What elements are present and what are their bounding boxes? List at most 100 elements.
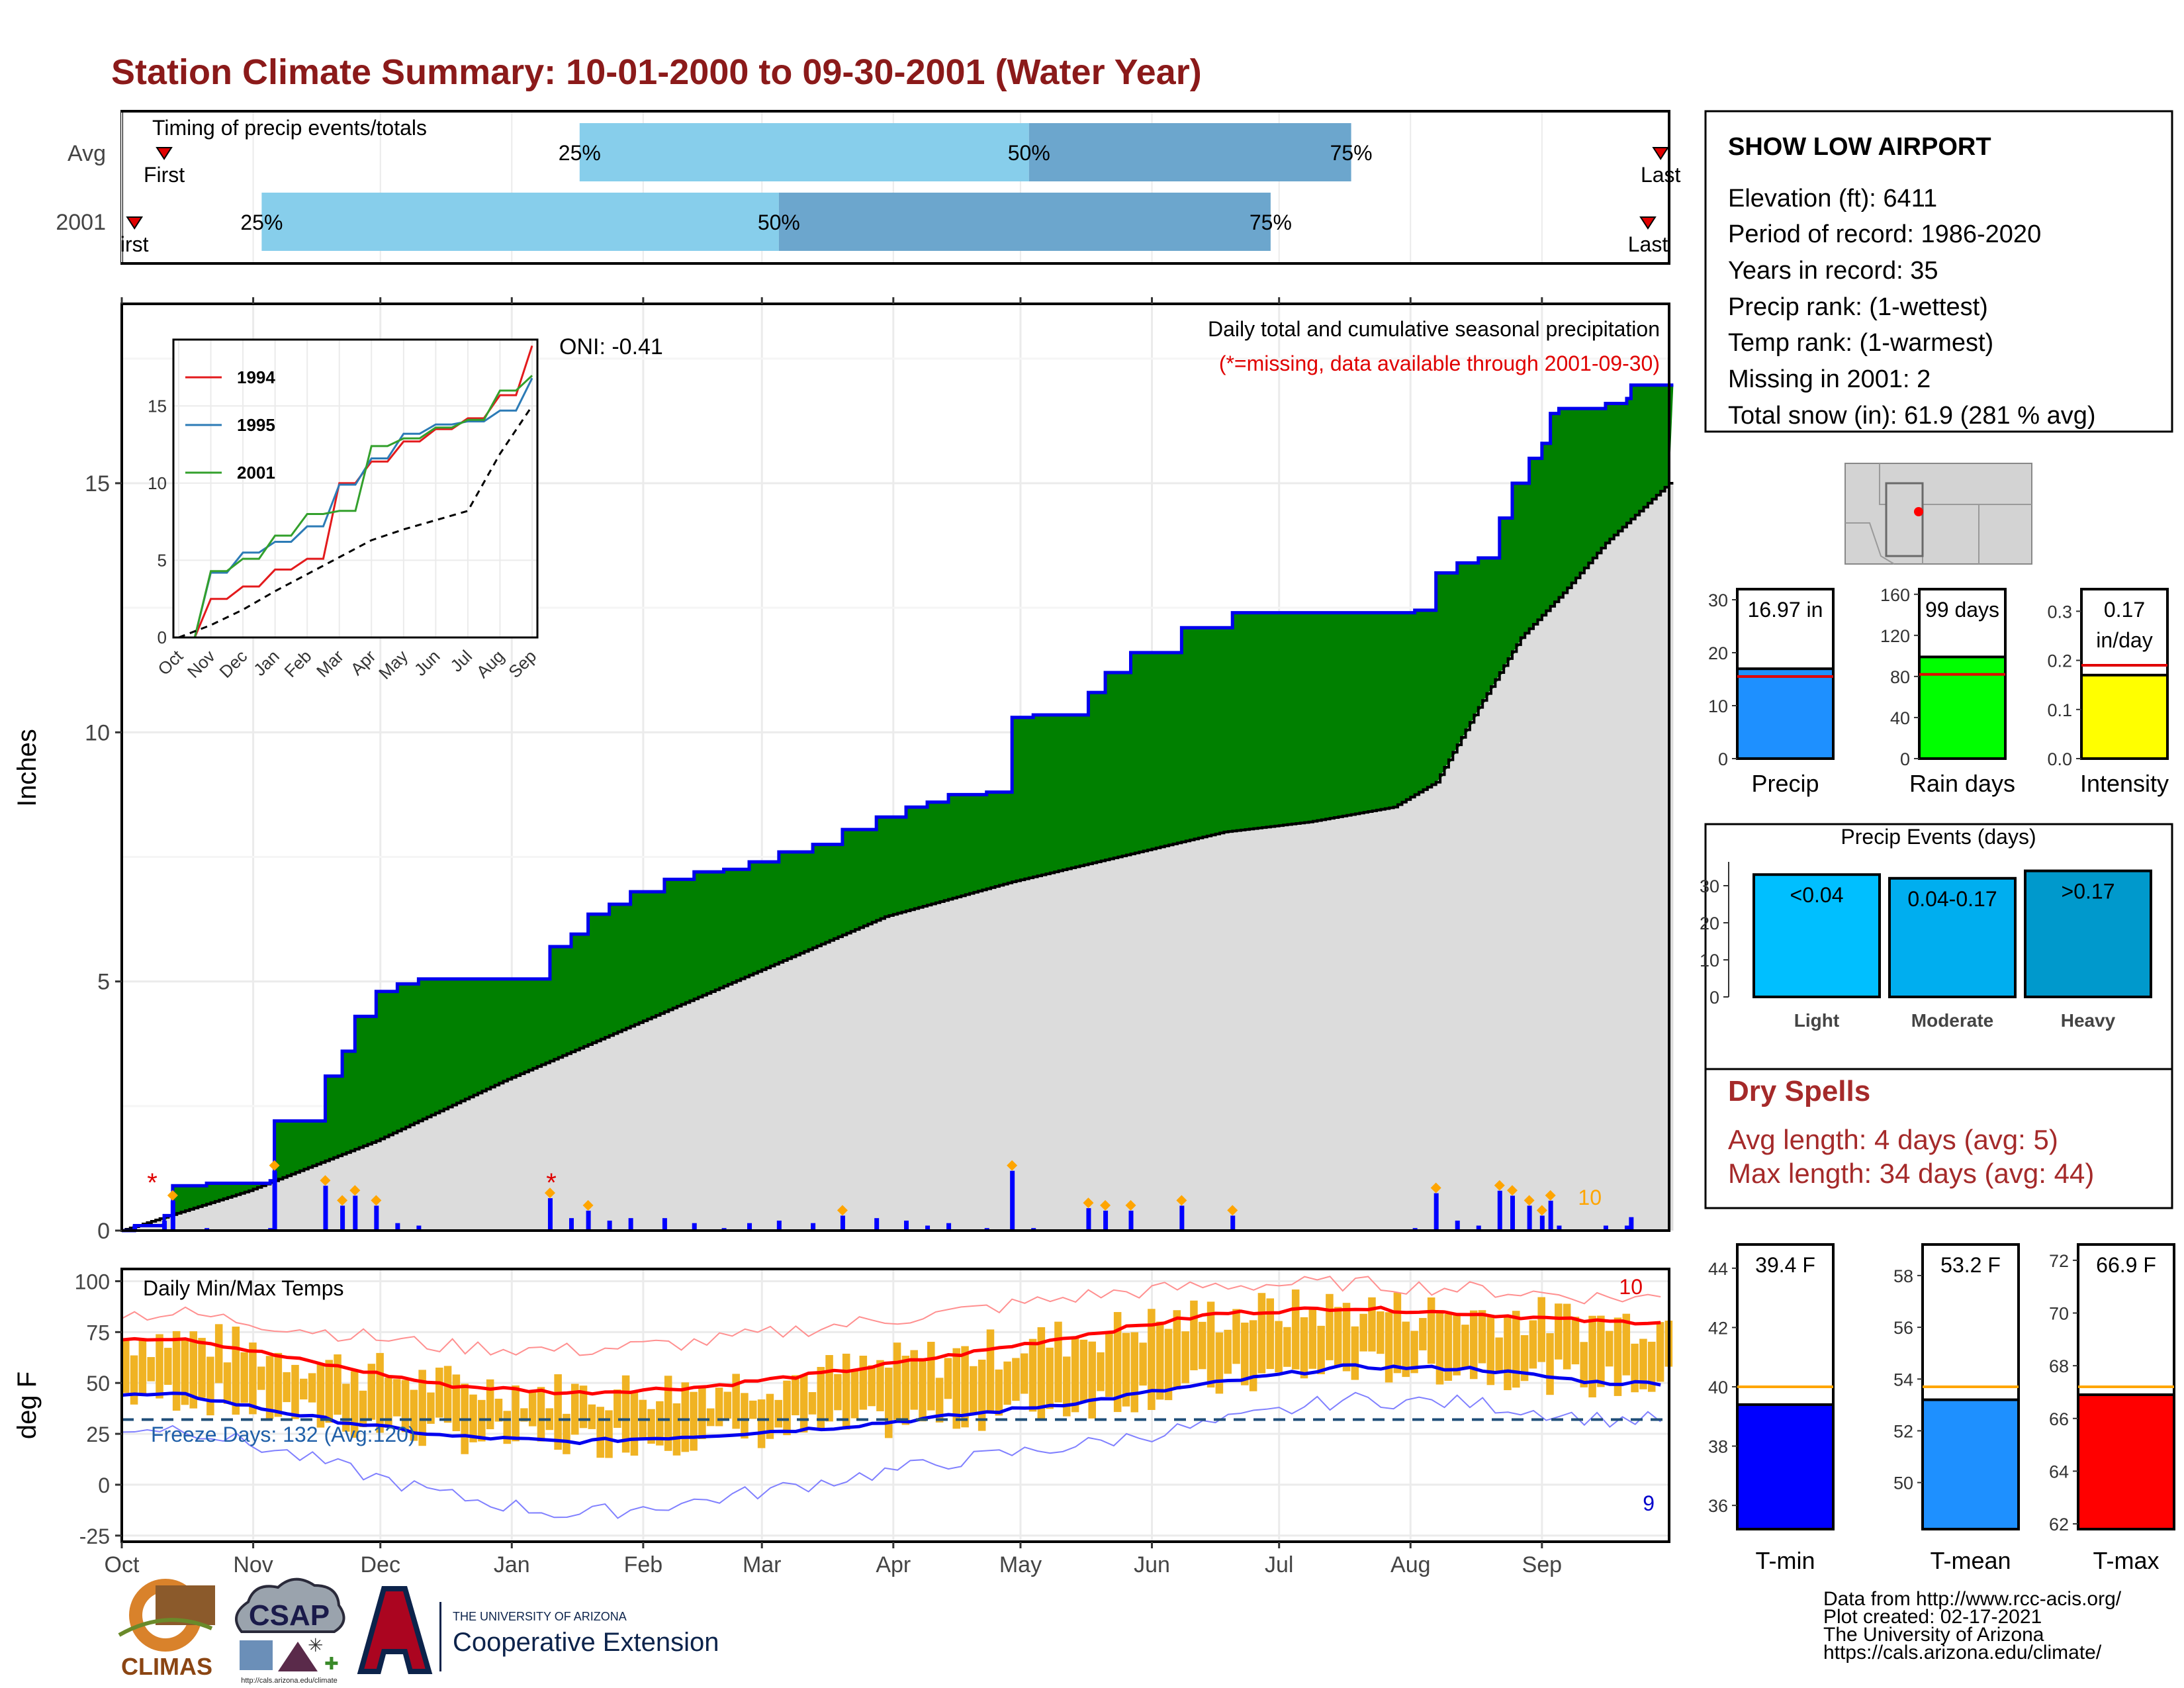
- daily-precip-bar: [340, 1205, 345, 1231]
- precip-event-bar-label: 0.04-0.17: [1907, 887, 1997, 911]
- daily-temp-bar: [1249, 1320, 1257, 1391]
- precip-total-chart-tick-label: 20: [1708, 643, 1728, 663]
- daily-temp-bar: [1148, 1309, 1156, 1410]
- station-line: Missing in 2001: 2: [1728, 365, 1931, 393]
- dry-spells-box: Dry Spells Avg length: 4 days (avg: 5) M…: [1704, 1068, 2173, 1209]
- daily-temp-bar: [1105, 1333, 1113, 1397]
- tmin-chart-tick-label: 44: [1708, 1259, 1728, 1279]
- heavy-precip-marker: [1007, 1160, 1018, 1171]
- month-label: Jan: [494, 1552, 530, 1577]
- events-ytick-label: 20: [1700, 914, 1719, 933]
- daily-temp-bar: [435, 1368, 443, 1418]
- above-normal-area: [122, 385, 1674, 1231]
- daily-precip-bar: [1510, 1196, 1515, 1231]
- daily-temp-bar: [1512, 1311, 1520, 1388]
- daily-temp-bar: [410, 1389, 418, 1441]
- map-arizona: [1885, 482, 1924, 557]
- daily-precip-bar: [811, 1223, 816, 1231]
- timing-first-label: First: [144, 163, 185, 187]
- heavy-precip-marker: [1227, 1205, 1238, 1216]
- oni-label: ONI: -0.41: [559, 334, 663, 359]
- inset-lines: [178, 345, 533, 639]
- daily-temp-bar: [512, 1385, 520, 1442]
- intensity-chart-bar: [2080, 673, 2169, 761]
- daily-precip-bar: [547, 1198, 553, 1231]
- daily-temp-bar: [528, 1392, 537, 1427]
- inset-ytick-label: 10: [148, 473, 167, 493]
- daily-temp-bar: [486, 1379, 494, 1430]
- precip-events-title: Precip Events (days): [1841, 825, 2036, 849]
- daily-temp-bars: [122, 1289, 1673, 1458]
- daily-precip-bar: [1539, 1215, 1545, 1231]
- daily-temp-bar: [834, 1374, 842, 1411]
- daily-temp-bar: [1453, 1313, 1461, 1376]
- timing-bar-q2: [261, 193, 779, 251]
- daily-temp-bar: [232, 1327, 240, 1415]
- daily-temp-bar: [1546, 1333, 1554, 1395]
- daily-precip-bar: [1476, 1225, 1481, 1231]
- dry-spells-avg: Avg length: 4 days (avg: 5): [1728, 1124, 2058, 1155]
- daily-temp-bar: [1071, 1337, 1079, 1413]
- rain-days-chart-tick-label: 160: [1880, 585, 1910, 605]
- daily-temp-bar: [935, 1378, 944, 1423]
- daily-temp-bar: [808, 1392, 817, 1415]
- daily-temp-bar: [944, 1358, 952, 1399]
- tmax-chart-tick-label: 66: [2049, 1409, 2069, 1429]
- heavy-precip-marker: [1125, 1199, 1136, 1211]
- temp-high-count: 10: [1619, 1275, 1643, 1299]
- daily-temp-bar: [1435, 1310, 1444, 1385]
- daily-temp-bar: [1351, 1326, 1359, 1380]
- daily-temp-bar: [1198, 1321, 1206, 1370]
- daily-temp-bar: [1605, 1331, 1614, 1367]
- daily-temp-bar: [1368, 1297, 1376, 1352]
- daily-temp-bar: [749, 1400, 757, 1419]
- precip-panel-border: [120, 303, 1670, 1232]
- tmin-chart-tick-label: 38: [1708, 1437, 1728, 1457]
- daily-temp-bar: [1520, 1335, 1529, 1382]
- precip-event-bar-label: <0.04: [1790, 883, 1844, 907]
- daily-temp-bar: [1402, 1321, 1410, 1378]
- normal-precip-line: [122, 481, 1674, 1232]
- daily-temp-bar: [792, 1375, 799, 1415]
- daily-temp-bar: [367, 1364, 376, 1420]
- daily-temp-bar: [554, 1374, 562, 1450]
- heavy-precip-marker: [1176, 1195, 1187, 1206]
- tmean-chart-value-label: 53.2 F: [1940, 1253, 2001, 1277]
- heavy-precip-marker: [371, 1195, 382, 1206]
- daily-temp-bar: [978, 1360, 986, 1431]
- daily-temp-bar: [156, 1334, 163, 1399]
- daily-precip-bar: [1497, 1190, 1502, 1231]
- tmax-chart-tick-label: 62: [2049, 1515, 2069, 1534]
- daily-precip-bar: [925, 1225, 931, 1231]
- daily-temp-bar: [334, 1354, 341, 1415]
- month-label: Sep: [1522, 1552, 1563, 1577]
- precip-ytick-label: 15: [85, 471, 110, 496]
- daily-temp-bar: [1656, 1322, 1664, 1382]
- daily-temp-bar: [147, 1357, 155, 1382]
- csap-logo-url: http://cals.arizona.edu/climate: [241, 1677, 338, 1685]
- events-ytick-label: 10: [1700, 951, 1719, 970]
- daily-temp-bar: [1647, 1341, 1656, 1392]
- daily-precip-bar: [586, 1210, 591, 1231]
- precip-event-bar: [1888, 876, 2017, 999]
- heavy-precip-marker: [582, 1199, 594, 1211]
- heavy-precip-marker: [337, 1195, 348, 1206]
- daily-temp-bar: [825, 1355, 833, 1422]
- station-name: SHOW LOW AIRPORT: [1728, 133, 1991, 161]
- heavy-precip-marker: [1506, 1185, 1518, 1196]
- timing-label: Timing of precip events/totals: [152, 116, 427, 140]
- footer-line: Plot created: 02-17-2021: [1823, 1606, 2042, 1628]
- daily-temp-bar: [1597, 1315, 1605, 1387]
- daily-temp-bar: [1478, 1310, 1486, 1364]
- map-state-border: [1845, 522, 1895, 565]
- station-line: Total snow (in): 61.9 (281 % avg): [1728, 402, 2096, 430]
- daily-temp-bar: [1241, 1323, 1249, 1385]
- daily-temp-bar: [621, 1375, 630, 1453]
- tmin-chart-tick-label: 36: [1708, 1496, 1728, 1516]
- csap-logo-snowflake: ✳: [308, 1635, 323, 1656]
- rain-days-chart-label: Rain days: [1909, 770, 2015, 797]
- inset-legend-label: 1994: [237, 367, 275, 387]
- daily-temp-bar: [970, 1366, 978, 1413]
